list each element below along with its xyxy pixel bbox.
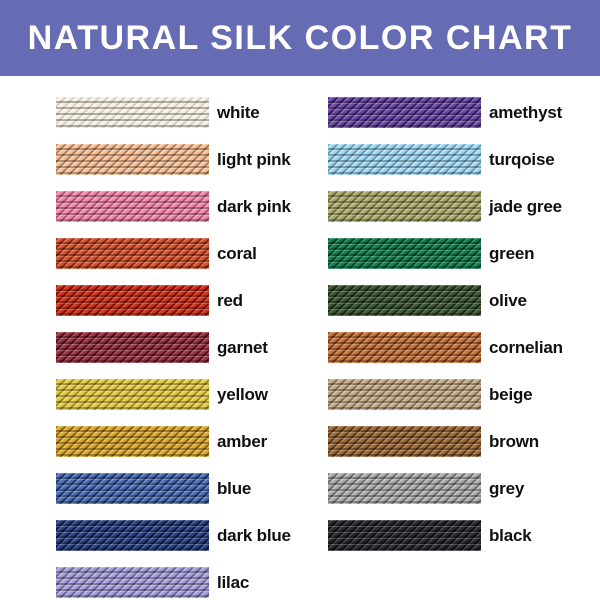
swatch-label: amethyst: [489, 103, 563, 122]
silk-swatch-dark-blue: [56, 520, 209, 551]
swatch-label: red: [217, 291, 243, 310]
swatch-grid: white light pink dark pink coral red garnet ye…: [0, 97, 600, 600]
silk-swatch-red: [56, 285, 209, 316]
page-title: NATURAL SILK COLOR CHART: [27, 18, 573, 57]
swatch-label: black: [489, 526, 532, 545]
silk-swatch-dark-pink: [56, 191, 209, 222]
silk-swatch-olive: [328, 285, 481, 316]
silk-swatch-grey: [328, 473, 481, 504]
silk-swatch-turqoise: [328, 144, 481, 175]
swatch-label: yellow: [217, 385, 268, 404]
silk-swatch-amber: [56, 426, 209, 457]
swatch-label: coral: [217, 244, 257, 263]
swatch-label: cornelian: [489, 338, 563, 357]
silk-swatch-blue: [56, 473, 209, 504]
swatch-label: grey: [489, 479, 525, 498]
swatch-label: white: [217, 103, 260, 122]
silk-swatch-garnet: [56, 332, 209, 363]
swatch-label: jade gree: [489, 197, 562, 216]
swatch-label: beige: [489, 385, 533, 404]
silk-swatch-green: [328, 238, 481, 269]
swatch-label: lilac: [217, 573, 250, 592]
silk-swatch-yellow: [56, 379, 209, 410]
silk-swatch-brown: [328, 426, 481, 457]
swatch-label: garnet: [217, 338, 268, 357]
swatch-label: blue: [217, 479, 252, 498]
swatch-label: turqoise: [489, 150, 555, 169]
silk-swatch-white: [56, 97, 209, 128]
swatch-label: dark blue: [217, 526, 291, 545]
silk-swatch-black: [328, 520, 481, 551]
silk-swatch-coral: [56, 238, 209, 269]
swatch-label: brown: [489, 432, 539, 451]
silk-swatch-lilac: [56, 567, 209, 598]
silk-swatch-amethyst: [328, 97, 481, 128]
silk-swatch-cornelian: [328, 332, 481, 363]
silk-swatch-jade-gree: [328, 191, 481, 222]
swatch-label: green: [489, 244, 535, 263]
silk-swatch-beige: [328, 379, 481, 410]
swatch-label: light pink: [217, 150, 291, 169]
silk-swatch-light-pink: [56, 144, 209, 175]
swatch-label: amber: [217, 432, 268, 451]
swatch-label: olive: [489, 291, 527, 310]
header-banner: NATURAL SILK COLOR CHART: [0, 0, 600, 76]
swatch-label: dark pink: [217, 197, 291, 216]
